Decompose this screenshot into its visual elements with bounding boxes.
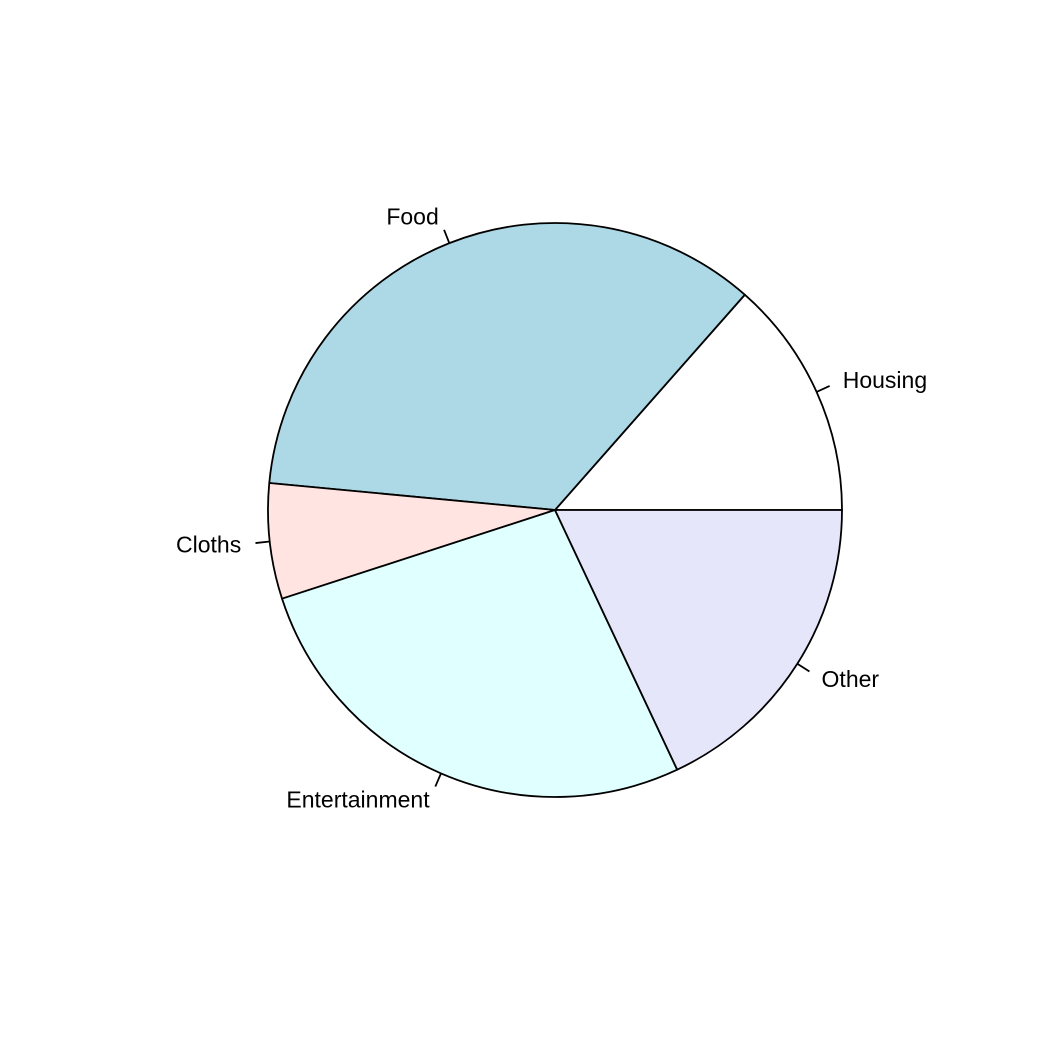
pie-label-housing: Housing bbox=[843, 367, 927, 393]
pie-label-entertainment: Entertainment bbox=[286, 787, 430, 813]
pie-slice-entertainment bbox=[281, 509, 679, 798]
pie-label-food: Food bbox=[386, 203, 438, 229]
pie-slice-cloths bbox=[267, 482, 556, 600]
pie-slice-food bbox=[268, 222, 746, 511]
pie-slice-other bbox=[554, 509, 843, 771]
pie-label-other: Other bbox=[822, 666, 880, 692]
pie-tick-other bbox=[796, 663, 810, 673]
pie-tick-food bbox=[443, 229, 451, 244]
pie-label-ticks bbox=[255, 229, 831, 787]
pie-tick-cloths bbox=[255, 540, 270, 544]
pie-tick-housing bbox=[816, 385, 831, 393]
pie-label-cloths: Cloths bbox=[176, 532, 241, 558]
pie-labels: Housing Food Cloths Entertainment Other bbox=[176, 203, 927, 812]
pie-tick-entertainment bbox=[434, 773, 442, 787]
pie-slices bbox=[267, 222, 843, 798]
